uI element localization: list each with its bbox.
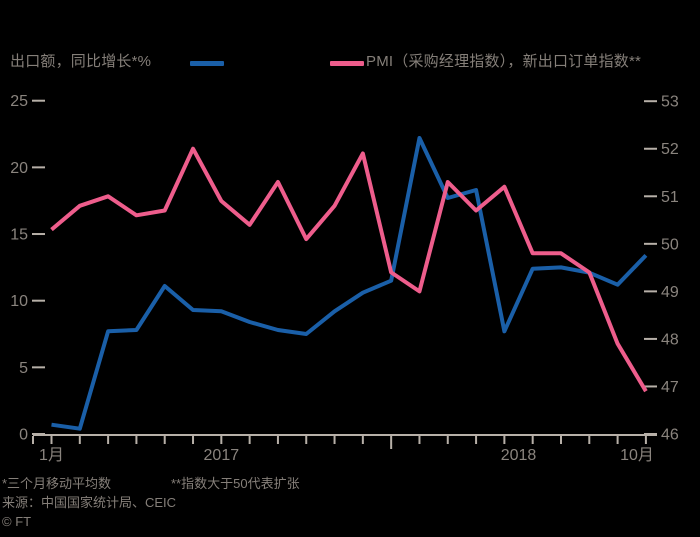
source-note: 来源：中国国家统计局、CEIC xyxy=(2,495,177,510)
right-axis-label: 46 xyxy=(661,427,679,444)
legend-pmi-label: PMI（采购经理指数），新出口订单指数** xyxy=(366,53,642,70)
left-axis-label: 10 xyxy=(10,293,28,310)
footnote-moving-average: *三个月移动平均数 xyxy=(2,476,112,491)
legend-export-label: 出口额，同比增长*% xyxy=(10,53,152,70)
right-axis-label: 51 xyxy=(661,189,679,206)
x-axis-label: 1月 xyxy=(39,447,64,464)
left-axis-label: 15 xyxy=(10,227,28,244)
x-axis-label: 2017 xyxy=(204,447,240,464)
left-axis-label: 0 xyxy=(19,427,28,444)
left-axis-label: 20 xyxy=(10,160,28,177)
right-axis-label: 50 xyxy=(661,236,679,253)
left-axis-label: 25 xyxy=(10,93,28,110)
export-line-swatch xyxy=(190,61,224,66)
legend: 出口额，同比增长*% PMI（采购经理指数），新出口订单指数** xyxy=(0,52,700,74)
pmi-line-swatch xyxy=(330,61,364,66)
left-axis-label: 5 xyxy=(19,360,28,377)
footnote-expansion-threshold: **指数大于50代表扩张 xyxy=(171,476,300,491)
export-growth-line xyxy=(51,136,648,431)
right-axis-label: 52 xyxy=(661,141,679,158)
ft-copyright: © FT xyxy=(2,514,32,529)
right-axis-label: 48 xyxy=(661,331,679,348)
right-axis-label: 47 xyxy=(661,379,679,396)
pmi-new-export-orders-line xyxy=(50,146,648,393)
right-axis-label: 49 xyxy=(661,284,679,301)
right-axis-label: 53 xyxy=(661,94,679,111)
x-axis-label: 10月 xyxy=(620,447,654,464)
x-axis-label: 2018 xyxy=(501,447,537,464)
